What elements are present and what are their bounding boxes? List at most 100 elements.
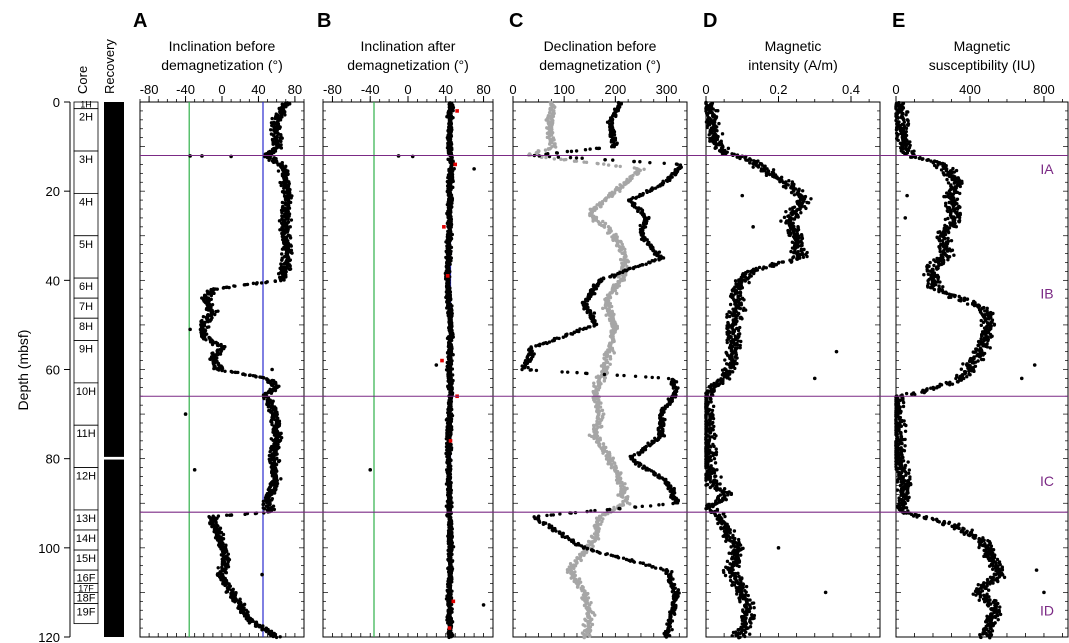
data-point [449,634,454,639]
data-point-before [569,149,574,154]
panel-c-title-line1: Declination before [544,38,657,54]
data-point [212,366,216,371]
data-point [272,491,277,495]
core-label: 3H [79,154,93,166]
data-point-after [594,375,599,379]
data-point-before [650,565,654,569]
data-point [276,272,281,276]
data-point-after [601,451,605,455]
data-point-before [670,589,675,594]
depth-tick-label: 40 [46,273,60,288]
red-point [440,358,444,363]
outlier-point [192,468,197,472]
data-point [283,113,287,117]
data-point-after [586,630,590,634]
core-label: 17F [78,583,94,593]
data-point-after [619,487,623,491]
data-point-before [561,335,566,339]
data-point [282,191,287,195]
panel-a-plot: -80 -40 0 40 80 [139,82,305,640]
data-point [269,391,274,395]
data-point-after [596,161,600,166]
data-point-after [586,596,591,600]
data-point [254,375,258,379]
data-point-after [544,155,548,160]
data-point-before [560,370,564,374]
panel-c: C Declination before demagnetization (°)… [509,10,688,640]
data-point-before [612,133,617,137]
data-point [277,439,281,444]
data-point-after [553,145,558,149]
data-point-before [565,149,570,154]
data-point-after [642,167,646,171]
data-point-after [618,164,622,169]
core-label: 16F [77,573,96,585]
data-point-after [621,185,625,189]
data-point-after [606,511,610,516]
data-point [273,279,278,284]
core-column: Core 1H2H3H4H5H6H7H8H9H10H11H12H13H14H15… [73,66,99,625]
data-point-before [637,452,641,457]
core-box [73,192,99,237]
data-point [445,202,450,207]
data-point [213,312,217,317]
data-point [212,291,216,296]
data-point [279,477,283,481]
data-point-before [585,547,589,551]
panel-frame [322,101,494,638]
data-point-before [585,509,589,514]
x-tick-label: 200 [605,82,627,97]
data-point-after [601,306,605,311]
data-point-before [612,144,616,149]
data-point-after [635,172,639,176]
data-point [273,388,278,393]
red-point [445,274,450,278]
x-tick-label: -40 [176,82,195,97]
data-point-after [620,503,624,508]
data-point [288,264,292,268]
data-point [247,373,252,378]
data-point-after [582,635,586,640]
data-point-before [633,374,638,378]
panel-c-title-line2: demagnetization (°) [539,57,661,73]
data-point-before [646,468,650,472]
data-point-before [549,513,553,517]
x-tick-label: 80 [288,82,302,97]
data-point [221,532,226,537]
data-point [233,284,237,288]
data-point-before [662,434,667,438]
data-point [282,278,286,282]
data-point [226,565,231,569]
outlier-point [481,603,486,607]
data-point [254,624,259,628]
core-boxes: 1H2H3H4H5H6H7H8H9H10H11H12H13H14H15H16F1… [73,100,99,625]
data-point [270,383,275,388]
data-point [230,370,234,374]
data-point-before [534,344,538,348]
data-point-after [600,519,604,524]
data-point-before [621,270,625,274]
data-point-after [601,517,605,521]
data-point-before [545,341,549,346]
data-point [278,136,282,140]
data-point-before [565,370,570,374]
data-point-after [616,493,620,497]
data-point [242,614,247,618]
data-point [243,512,247,517]
data-point [262,396,266,401]
core-label: 12H [76,471,96,483]
data-point [245,282,250,287]
data-point [219,547,223,551]
data-point [253,511,258,516]
data-point-after [592,381,596,385]
data-point-after [569,576,573,580]
data-point-after [589,434,594,439]
data-point-after [620,480,624,485]
core-label: 1H [80,100,92,110]
data-point [251,373,255,378]
data-point-before [585,371,589,376]
red-point [447,626,452,630]
data-point [271,438,275,443]
data-point [224,590,228,594]
